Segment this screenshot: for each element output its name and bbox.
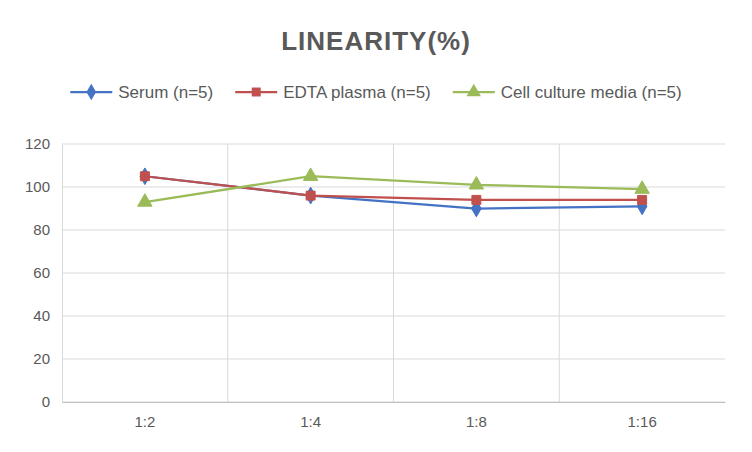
tick-label: 20: [33, 350, 50, 367]
tick-label: 1:8: [466, 413, 487, 430]
tick-label: 80: [33, 221, 50, 238]
tick: 120: [25, 135, 62, 152]
tick: 0: [42, 393, 62, 410]
series-line: [145, 176, 642, 202]
title: LINEARITY(%): [281, 26, 471, 56]
marker: [469, 177, 483, 189]
tick-label: 1:2: [134, 413, 155, 430]
legend-marker: [467, 84, 481, 96]
legend-label: Cell culture media (n=5): [501, 83, 682, 102]
y-axis: 0 20 40 60 80 100 120: [25, 135, 63, 410]
tick: 40: [33, 307, 62, 324]
plot-area: [138, 168, 650, 217]
axis-line: [62, 145, 63, 403]
marker: [638, 195, 647, 204]
marker: [303, 168, 317, 180]
series-line: [145, 176, 642, 208]
tick-label: 1:16: [628, 413, 657, 430]
marker: [635, 181, 649, 193]
legend-item: EDTA plasma (n=5): [235, 83, 431, 102]
tick-label: 120: [25, 135, 50, 152]
legend-label: EDTA plasma (n=5): [283, 83, 431, 102]
tick: 80: [33, 221, 62, 238]
tick: 60: [33, 264, 62, 281]
tick-label: 100: [25, 178, 50, 195]
tick: 1:16: [628, 402, 657, 430]
tick: 20: [33, 350, 62, 367]
tick-label: 1:4: [300, 413, 321, 430]
tick-label: 0: [42, 393, 50, 410]
marker: [138, 194, 152, 206]
tick: 100: [25, 178, 62, 195]
tick-label: 60: [33, 264, 50, 281]
grid: [62, 144, 725, 402]
marker: [140, 172, 149, 181]
marker: [306, 187, 316, 204]
tick: 1:8: [466, 402, 487, 430]
tick: 1:4: [300, 402, 321, 430]
legend-item: Cell culture media (n=5): [453, 83, 682, 102]
legend-label: Serum (n=5): [118, 83, 213, 102]
marker: [306, 191, 315, 200]
marker: [472, 195, 481, 204]
category-separator: [227, 144, 228, 402]
chart: LINEARITY(%) 0 20 40 60 80 100 120 1:2 1:4 1:8 1:16…: [0, 0, 752, 452]
axis-line: [63, 402, 726, 403]
tick-label: 40: [33, 307, 50, 324]
tick: 1:2: [134, 402, 155, 430]
legend-marker: [252, 88, 261, 97]
legend: Serum (n=5) EDTA plasma (n=5) Cell culture…: [70, 83, 681, 102]
marker: [140, 168, 150, 185]
x-axis: 1:2 1:4 1:8 1:16: [63, 402, 726, 430]
legend-item: Serum (n=5): [70, 83, 213, 102]
legend-marker: [86, 84, 96, 101]
category-separator: [393, 144, 394, 402]
category-separator: [559, 144, 560, 402]
